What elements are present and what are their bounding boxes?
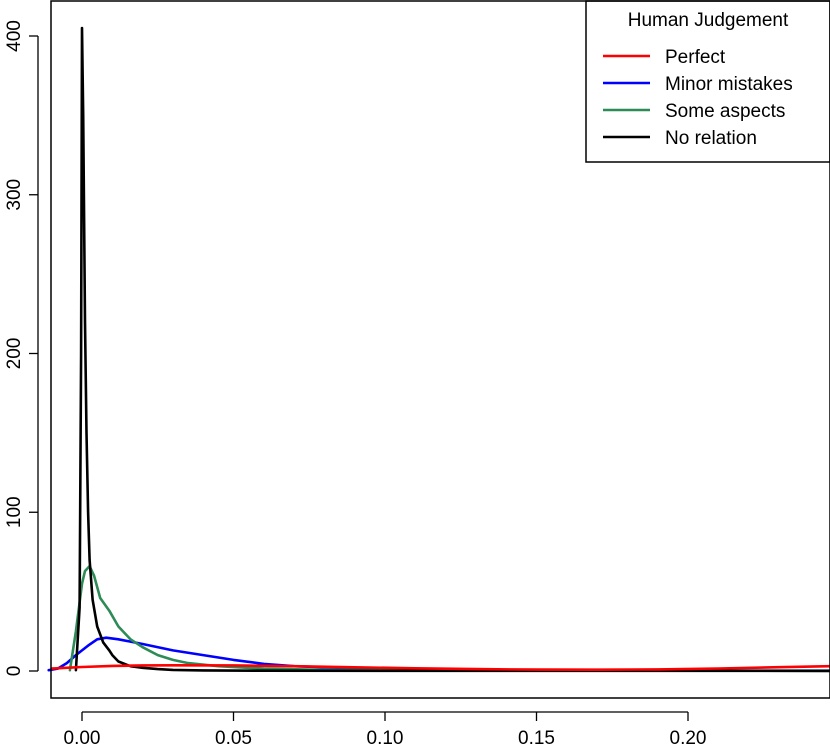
plot-frame: [50, 0, 830, 699]
series-line-perfect: [50, 663, 830, 672]
legend-box: [585, 0, 830, 163]
legend-items: Perfect Minor mistakes Some aspects No rela…: [603, 47, 793, 149]
y-tick-label: 400: [4, 20, 25, 52]
y-tick-label: 200: [4, 338, 25, 370]
axes: 0.00 0.05 0.10 0.15 0.20 0 100 200 300 400: [4, 20, 706, 748]
x-tick-label: 0.15: [518, 728, 555, 748]
x-tick-label: 0.00: [64, 728, 101, 748]
y-tick-label: 100: [4, 496, 25, 528]
legend-label-perfect: Perfect: [665, 47, 726, 68]
legend: Human Judgement Perfect Minor mistakes Som…: [585, 0, 830, 163]
legend-title: Human Judgement: [628, 10, 789, 31]
x-tick-label: 0.20: [670, 728, 707, 748]
x-tick-label: 0.05: [215, 728, 252, 748]
series-line-some-aspects: [68, 564, 830, 673]
series-line-no-relation: [74, 26, 830, 673]
y-tick-label: 0: [4, 666, 25, 677]
y-tick-label: 300: [4, 179, 25, 211]
x-tick-label: 0.10: [367, 728, 404, 748]
legend-label-no-relation: No relation: [665, 128, 757, 149]
legend-label-some-aspects: Some aspects: [665, 101, 785, 122]
series-layer: [47, 26, 830, 673]
legend-label-minor-mistakes: Minor mistakes: [665, 74, 793, 95]
